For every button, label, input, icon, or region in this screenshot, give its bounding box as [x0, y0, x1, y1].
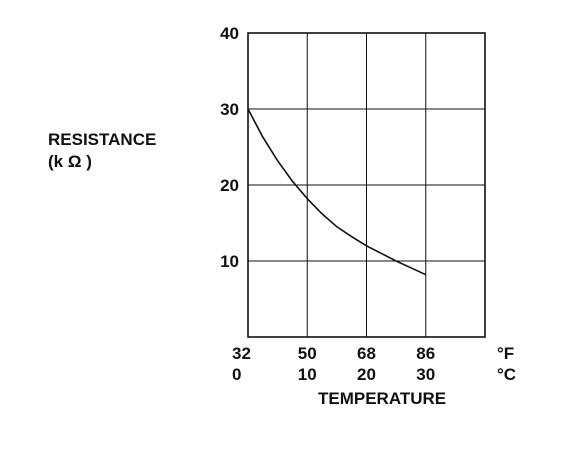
x-tick-label-c: 30 — [416, 365, 435, 384]
x-tick-label-c: 0 — [232, 365, 241, 384]
x-tick-labels-celsius: 0 10 20 30 — [232, 365, 435, 384]
x-axis-label: TEMPERATURE — [318, 389, 446, 408]
x-tick-label-c: 10 — [298, 365, 317, 384]
x-tick-labels-fahrenheit: 32 50 68 86 — [232, 344, 435, 363]
y-tick-labels: 10 20 30 40 — [220, 24, 239, 271]
x-tick-label-f: 68 — [357, 344, 376, 363]
resistance-curve — [247, 108, 427, 276]
x-tick-label-f: 50 — [298, 344, 317, 363]
plot-frame — [247, 32, 486, 338]
x-unit-celsius: °C — [497, 365, 516, 384]
grid-lines — [248, 33, 485, 337]
y-tick-label: 20 — [220, 176, 239, 195]
x-unit-fahrenheit: °F — [497, 344, 514, 363]
y-axis-label-line1: RESISTANCE — [48, 130, 156, 149]
y-tick-label: 40 — [220, 24, 239, 43]
y-tick-label: 10 — [220, 252, 239, 271]
x-tick-label-f: 86 — [416, 344, 435, 363]
y-axis-label-line2: (k Ω ) — [48, 152, 92, 171]
x-tick-label-f: 32 — [232, 344, 251, 363]
x-tick-label-c: 20 — [357, 365, 376, 384]
y-tick-label: 30 — [220, 100, 239, 119]
